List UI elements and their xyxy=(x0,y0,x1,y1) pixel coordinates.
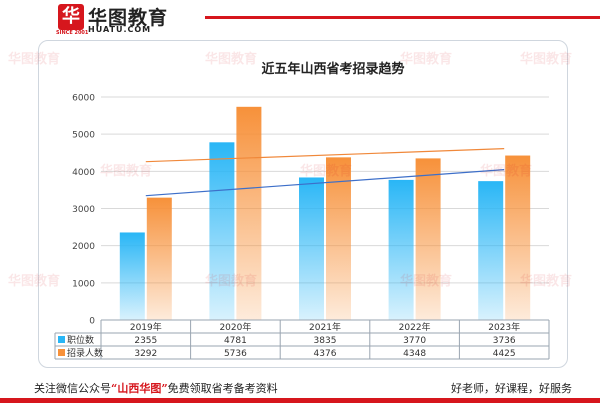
logo-since: SINCE 2001 xyxy=(56,30,89,36)
legend-label-0: 职位数 xyxy=(67,334,94,346)
bar-positions-4 xyxy=(478,181,504,320)
bar-positions-1 xyxy=(209,142,235,320)
legend-swatch-1 xyxy=(58,349,65,356)
x-tick-1: 2020年 xyxy=(219,321,251,333)
huatu-logo[interactable]: 华 SINCE 2001 华图教育 HUATU.COM xyxy=(56,4,198,36)
trendline-1 xyxy=(145,148,505,163)
chart-title: 近五年山西省考招录趋势 xyxy=(261,61,404,77)
bottom-bar xyxy=(0,398,600,403)
data-label-positions-4: 3736 xyxy=(493,336,516,346)
logo-url: HUATU.COM xyxy=(88,25,152,34)
trendline-0 xyxy=(145,169,505,197)
footer-suffix: 免费领取省考备考资料 xyxy=(167,382,278,395)
data-label-recruits-1: 5736 xyxy=(224,349,247,359)
data-label-recruits-0: 3292 xyxy=(134,349,157,359)
footer-wechat-note: 关注微信公众号“山西华图”免费领取省考备考资料 xyxy=(34,380,278,396)
data-label-recruits-4: 4425 xyxy=(493,349,516,359)
data-label-positions-3: 3770 xyxy=(403,336,426,346)
footer-highlight: “山西华图” xyxy=(111,382,168,395)
header-divider xyxy=(205,16,600,19)
bar-recruits-3 xyxy=(415,158,441,320)
x-tick-0: 2019年 xyxy=(130,321,162,333)
y-tick-6000: 6000 xyxy=(72,94,95,104)
bar-recruits-1 xyxy=(236,106,262,320)
bar-recruits-2 xyxy=(326,157,351,320)
x-tick-4: 2023年 xyxy=(488,321,520,333)
y-tick-2000: 2000 xyxy=(72,242,95,252)
data-label-recruits-3: 4348 xyxy=(403,349,426,359)
y-tick-3000: 3000 xyxy=(72,205,95,215)
y-tick-1000: 1000 xyxy=(72,279,95,289)
y-tick-4000: 4000 xyxy=(72,168,95,178)
data-label-recruits-2: 4376 xyxy=(314,349,337,359)
x-tick-3: 2022年 xyxy=(399,321,431,333)
bar-positions-2 xyxy=(299,177,324,320)
logo-mark-icon: 华 xyxy=(58,4,84,30)
legend-swatch-0 xyxy=(58,336,65,343)
logo-name: 华图教育 xyxy=(88,7,169,29)
bar-positions-0 xyxy=(119,232,145,320)
bar-recruits-0 xyxy=(146,197,172,320)
footer-slogan: 好老师，好课程，好服务 xyxy=(451,382,572,395)
x-tick-2: 2021年 xyxy=(309,321,341,333)
bar-recruits-4 xyxy=(505,155,531,320)
page-header: 华 SINCE 2001 华图教育 HUATU.COM xyxy=(0,0,600,40)
chart-panel: 近五年山西省考招录趋势 0 1000 2000 3000 4000 5000 6000 2019… xyxy=(38,40,568,368)
legend-label-1: 招录人数 xyxy=(67,347,103,359)
y-tick-0: 0 xyxy=(89,317,95,327)
data-label-positions-0: 2355 xyxy=(134,336,157,346)
y-tick-5000: 5000 xyxy=(72,131,95,141)
bar-positions-3 xyxy=(388,179,414,320)
data-label-positions-1: 4781 xyxy=(224,336,247,346)
chart-canvas: 近五年山西省考招录趋势 0 1000 2000 3000 4000 5000 6000 2019… xyxy=(54,61,550,360)
data-label-positions-2: 3835 xyxy=(314,336,337,346)
footer-prefix: 关注微信公众号 xyxy=(34,382,111,395)
